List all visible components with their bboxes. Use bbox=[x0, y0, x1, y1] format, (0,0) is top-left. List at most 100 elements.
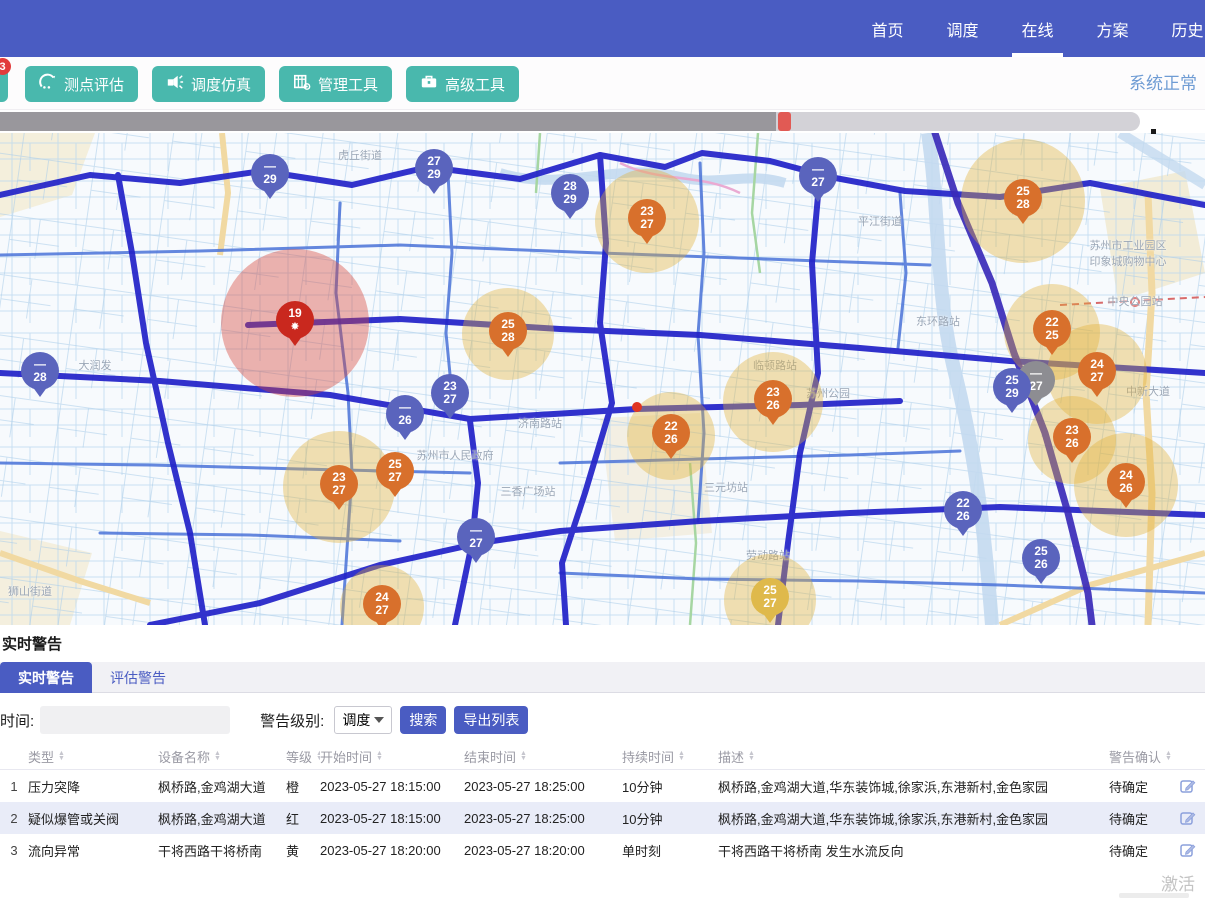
row-index: 1 bbox=[0, 779, 28, 794]
map-marker-pin[interactable]: 2426 bbox=[1107, 463, 1145, 501]
map-place-label: 虎丘街道 bbox=[338, 147, 382, 163]
header-3[interactable]: 等级▲▼ bbox=[286, 747, 320, 766]
map-marker-pin[interactable]: —26 bbox=[386, 395, 424, 433]
cell-confirm-status: 待确定 bbox=[1109, 809, 1171, 828]
marker-value-bottom: 27 bbox=[469, 537, 482, 550]
manage-icon bbox=[293, 73, 311, 95]
map-marker-pin[interactable]: 2326 bbox=[1053, 418, 1091, 456]
map-place-label: 济南路站 bbox=[518, 415, 562, 431]
alerts-tab-2[interactable]: 评估警告 bbox=[92, 662, 184, 693]
map-marker-pin[interactable]: 2729 bbox=[415, 149, 453, 187]
nav-item-2[interactable]: 调度 bbox=[925, 0, 1000, 57]
marker-value-bottom: 27 bbox=[640, 218, 653, 231]
table-row[interactable]: 1压力突降枫桥路,金鸡湖大道橙2023-05-27 18:15:002023-0… bbox=[0, 770, 1205, 802]
header-7[interactable]: 描述 ▲▼ bbox=[718, 747, 1109, 766]
alerts-tab-1[interactable]: 实时警告 bbox=[0, 662, 92, 693]
search-button[interactable]: 搜索 bbox=[400, 706, 446, 734]
header-6[interactable]: 持续时间▲▼ bbox=[622, 747, 718, 766]
cell-device: 枫桥路,金鸡湖大道 bbox=[158, 777, 286, 796]
marker-value-bottom: 26 bbox=[766, 399, 779, 412]
edit-confirm-icon[interactable] bbox=[1171, 810, 1205, 826]
marker-value-bottom: 26 bbox=[664, 433, 677, 446]
sort-icon: ▲▼ bbox=[1165, 751, 1171, 761]
tool-button-1[interactable]: 测点评估 bbox=[25, 66, 138, 102]
timeline-slider bbox=[0, 110, 1205, 133]
time-filter-input[interactable] bbox=[40, 706, 230, 734]
map-marker-pin[interactable]: 2527 bbox=[751, 578, 789, 616]
sort-down-icon: ▼ bbox=[58, 756, 65, 761]
map-canvas[interactable]: 虎丘街道平江街道苏州市工业园区印象城购物中心中央公园站东环路站大润发临顿路站苏州… bbox=[0, 133, 1205, 625]
map-marker-pin[interactable]: —28 bbox=[21, 352, 59, 390]
map-marker-pin[interactable]: 2528 bbox=[1004, 179, 1042, 217]
sort-icon: ▲▼ bbox=[748, 751, 755, 761]
export-list-button[interactable]: 导出列表 bbox=[454, 706, 528, 734]
header-1[interactable]: 类型▲▼ bbox=[28, 747, 158, 766]
cell-end-time: 2023-05-27 18:25:00 bbox=[464, 811, 622, 826]
nav-item-5[interactable]: 历史 bbox=[1150, 0, 1205, 57]
edit-confirm-icon[interactable] bbox=[1171, 842, 1205, 858]
slider-track[interactable] bbox=[0, 112, 1140, 131]
map-marker-pin[interactable]: 2427 bbox=[363, 585, 401, 623]
map-marker-pin[interactable]: 2327 bbox=[628, 199, 666, 237]
activation-watermark: 激活 bbox=[1161, 870, 1195, 895]
toolbox-icon bbox=[420, 73, 438, 95]
map-marker-pin[interactable]: 2829 bbox=[551, 174, 589, 212]
cell-start-time: 2023-05-27 18:15:00 bbox=[320, 811, 464, 826]
map-marker-pin[interactable]: —29 bbox=[251, 154, 289, 192]
map-marker-pin[interactable]: 2327 bbox=[320, 465, 358, 503]
map-marker-pin[interactable]: —27 bbox=[457, 518, 495, 556]
cell-duration: 单时刻 bbox=[622, 841, 718, 860]
map-place-label: 印象城购物中心 bbox=[1090, 253, 1167, 269]
map-marker-pin[interactable]: 2526 bbox=[1022, 539, 1060, 577]
sort-down-icon: ▼ bbox=[214, 756, 221, 761]
notification-badge: 3 bbox=[0, 58, 11, 75]
map-marker-pin[interactable]: 2226 bbox=[944, 491, 982, 529]
map-marker-pin[interactable]: 2529 bbox=[993, 368, 1031, 406]
map-place-label: 苏州市工业园区 bbox=[1090, 237, 1167, 253]
nav-items: 首页调度在线方案历史 bbox=[850, 0, 1205, 57]
map-marker-pin[interactable]: 2326 bbox=[754, 380, 792, 418]
header-2[interactable]: 设备名称▲▼ bbox=[158, 747, 286, 766]
table-row[interactable]: 2疑似爆管或关阀枫桥路,金鸡湖大道红2023-05-27 18:15:00202… bbox=[0, 802, 1205, 834]
map-place-label: 狮山街道 bbox=[8, 583, 52, 599]
map-marker-pin[interactable]: 2226 bbox=[652, 414, 690, 452]
level-select[interactable]: 调度 bbox=[334, 706, 392, 734]
edit-confirm-icon[interactable] bbox=[1171, 778, 1205, 794]
map-marker-pin[interactable]: 2427 bbox=[1078, 352, 1116, 390]
map-marker-pin-critical[interactable]: 19✸ bbox=[276, 301, 314, 339]
nav-item-1[interactable]: 首页 bbox=[850, 0, 925, 57]
header-label: 描述 bbox=[718, 747, 744, 766]
table-row[interactable]: 3流向异常干将西路干将桥南黄2023-05-27 18:20:002023-05… bbox=[0, 834, 1205, 866]
marker-value-bottom: 29 bbox=[263, 173, 276, 186]
alerts-panel-title: 实时警告 bbox=[2, 633, 62, 654]
slider-handle[interactable] bbox=[778, 112, 791, 131]
tool-button-label: 调度仿真 bbox=[191, 74, 251, 95]
header-4[interactable]: 开始时间▲▼ bbox=[320, 747, 464, 766]
tool-button-4[interactable]: 高级工具 bbox=[406, 66, 519, 102]
cell-device: 枫桥路,金鸡湖大道 bbox=[158, 809, 286, 828]
nav-item-3[interactable]: 在线 bbox=[1000, 0, 1075, 57]
map-marker-pin[interactable]: 2527 bbox=[376, 452, 414, 490]
cell-description: 枫桥路,金鸡湖大道,华东装饰城,徐家浜,东港新村,金色家园 bbox=[718, 777, 1109, 796]
map-event-dot[interactable] bbox=[632, 402, 642, 412]
slider-marker-dot bbox=[1151, 129, 1156, 134]
map-marker-pin[interactable]: —27 bbox=[799, 157, 837, 195]
tool-button-2[interactable]: 调度仿真 bbox=[152, 66, 265, 102]
tool-button-3[interactable]: 管理工具 bbox=[279, 66, 392, 102]
sort-down-icon: ▼ bbox=[748, 756, 755, 761]
sort-icon: ▲▼ bbox=[520, 751, 527, 761]
header-label: 等级 bbox=[286, 747, 312, 766]
marker-value-bottom: 27 bbox=[443, 393, 456, 406]
nav-item-4[interactable]: 方案 bbox=[1075, 0, 1150, 57]
marker-value-bottom: 26 bbox=[956, 510, 969, 523]
header-label: 开始时间 bbox=[320, 747, 372, 766]
map-marker-pin[interactable]: 2225 bbox=[1033, 310, 1071, 348]
map-marker-pin[interactable]: 2528 bbox=[489, 312, 527, 350]
header-5[interactable]: 结束时间▲▼ bbox=[464, 747, 622, 766]
map-place-label: 平江街道 bbox=[858, 213, 902, 229]
header-8[interactable]: 警告确认▲▼ bbox=[1109, 747, 1171, 766]
marker-value-bottom: 25 bbox=[1045, 329, 1058, 342]
map-place-label: 东环路站 bbox=[916, 313, 960, 329]
map-marker-pin[interactable]: 2327 bbox=[431, 374, 469, 412]
tool-button-label: 高级工具 bbox=[445, 74, 505, 95]
